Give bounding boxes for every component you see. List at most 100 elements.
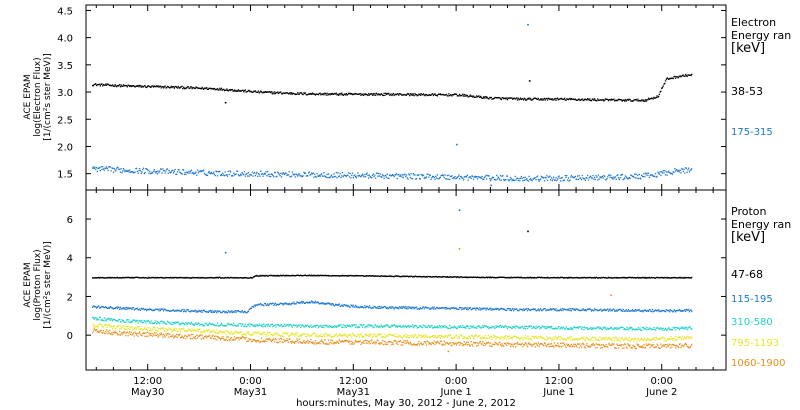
data-point [368,335,370,338]
data-point [426,327,428,329]
data-point [598,99,600,101]
data-point [466,336,468,339]
data-point [424,95,426,97]
data-point [174,168,176,171]
data-point [532,178,534,180]
data-point [601,310,603,312]
data-point [533,336,535,338]
data-point [448,327,450,330]
data-point [117,85,119,87]
data-point [466,174,468,176]
data-point [175,336,177,338]
data-point [281,335,283,337]
data-point [642,176,644,178]
data-point [261,274,263,277]
data-point [198,87,200,89]
data-point [178,335,180,337]
data-point [264,91,266,93]
data-point [112,171,115,173]
data-point [389,326,391,328]
data-point [444,174,446,176]
data-point [260,333,262,335]
data-point [100,324,102,326]
data-point [101,331,103,334]
proton-x-ticks [95,190,714,370]
data-point [577,99,579,101]
data-point [612,328,614,330]
data-point [381,325,383,327]
data-point [473,96,475,98]
data-point [686,171,688,173]
data-point [452,94,454,96]
data-point [280,172,282,174]
data-point [281,303,283,305]
data-point [220,89,222,91]
data-point [491,308,493,310]
data-point [272,335,274,337]
data-point [536,326,539,328]
data-point [458,174,460,176]
data-point [386,306,388,309]
data-point [385,306,387,308]
data-point [578,175,580,177]
data-point [284,325,287,327]
data-point [356,335,358,337]
data-point [211,88,213,90]
data-point [613,276,615,279]
data-point [427,325,429,327]
data-point [681,74,684,76]
data-point [548,176,550,178]
data-point [141,85,143,87]
data-point [632,310,634,312]
data-point [576,178,578,180]
data-point [661,86,664,89]
data-point [280,335,282,337]
data-point [102,168,105,170]
data-point [576,99,578,101]
data-point [405,308,408,310]
data-point [641,310,644,312]
data-point [446,336,448,339]
data-point [215,324,217,327]
outlier-point [527,24,529,26]
data-point [691,168,693,170]
data-point [155,308,157,310]
data-point [107,317,109,319]
data-point [387,308,389,310]
data-point [375,325,378,328]
data-point [510,97,512,99]
data-point [502,338,504,340]
data-point [136,326,138,328]
data-point [166,320,169,322]
data-point [152,334,155,336]
data-point [467,325,469,327]
data-point [173,309,175,311]
data-point [582,177,584,179]
data-point [550,337,552,339]
data-point [476,96,479,98]
data-point [398,94,400,96]
data-point [317,94,320,96]
data-point [580,338,582,340]
data-point [540,337,543,339]
data-point [447,95,449,97]
data-point [473,327,475,329]
data-point [451,336,453,338]
data-point [507,277,509,279]
data-point [493,308,495,310]
data-point [199,332,202,334]
data-point [432,276,434,278]
data-point [312,275,314,277]
data-point [397,325,399,327]
data-point [479,176,482,178]
data-point [567,309,570,311]
data-point [646,326,648,329]
data-point [604,175,606,178]
data-point [100,277,102,279]
data-point [114,277,116,279]
data-point [652,98,654,100]
data-point [648,339,650,341]
data-point [345,326,347,328]
data-point [287,274,289,277]
data-point [347,174,349,176]
